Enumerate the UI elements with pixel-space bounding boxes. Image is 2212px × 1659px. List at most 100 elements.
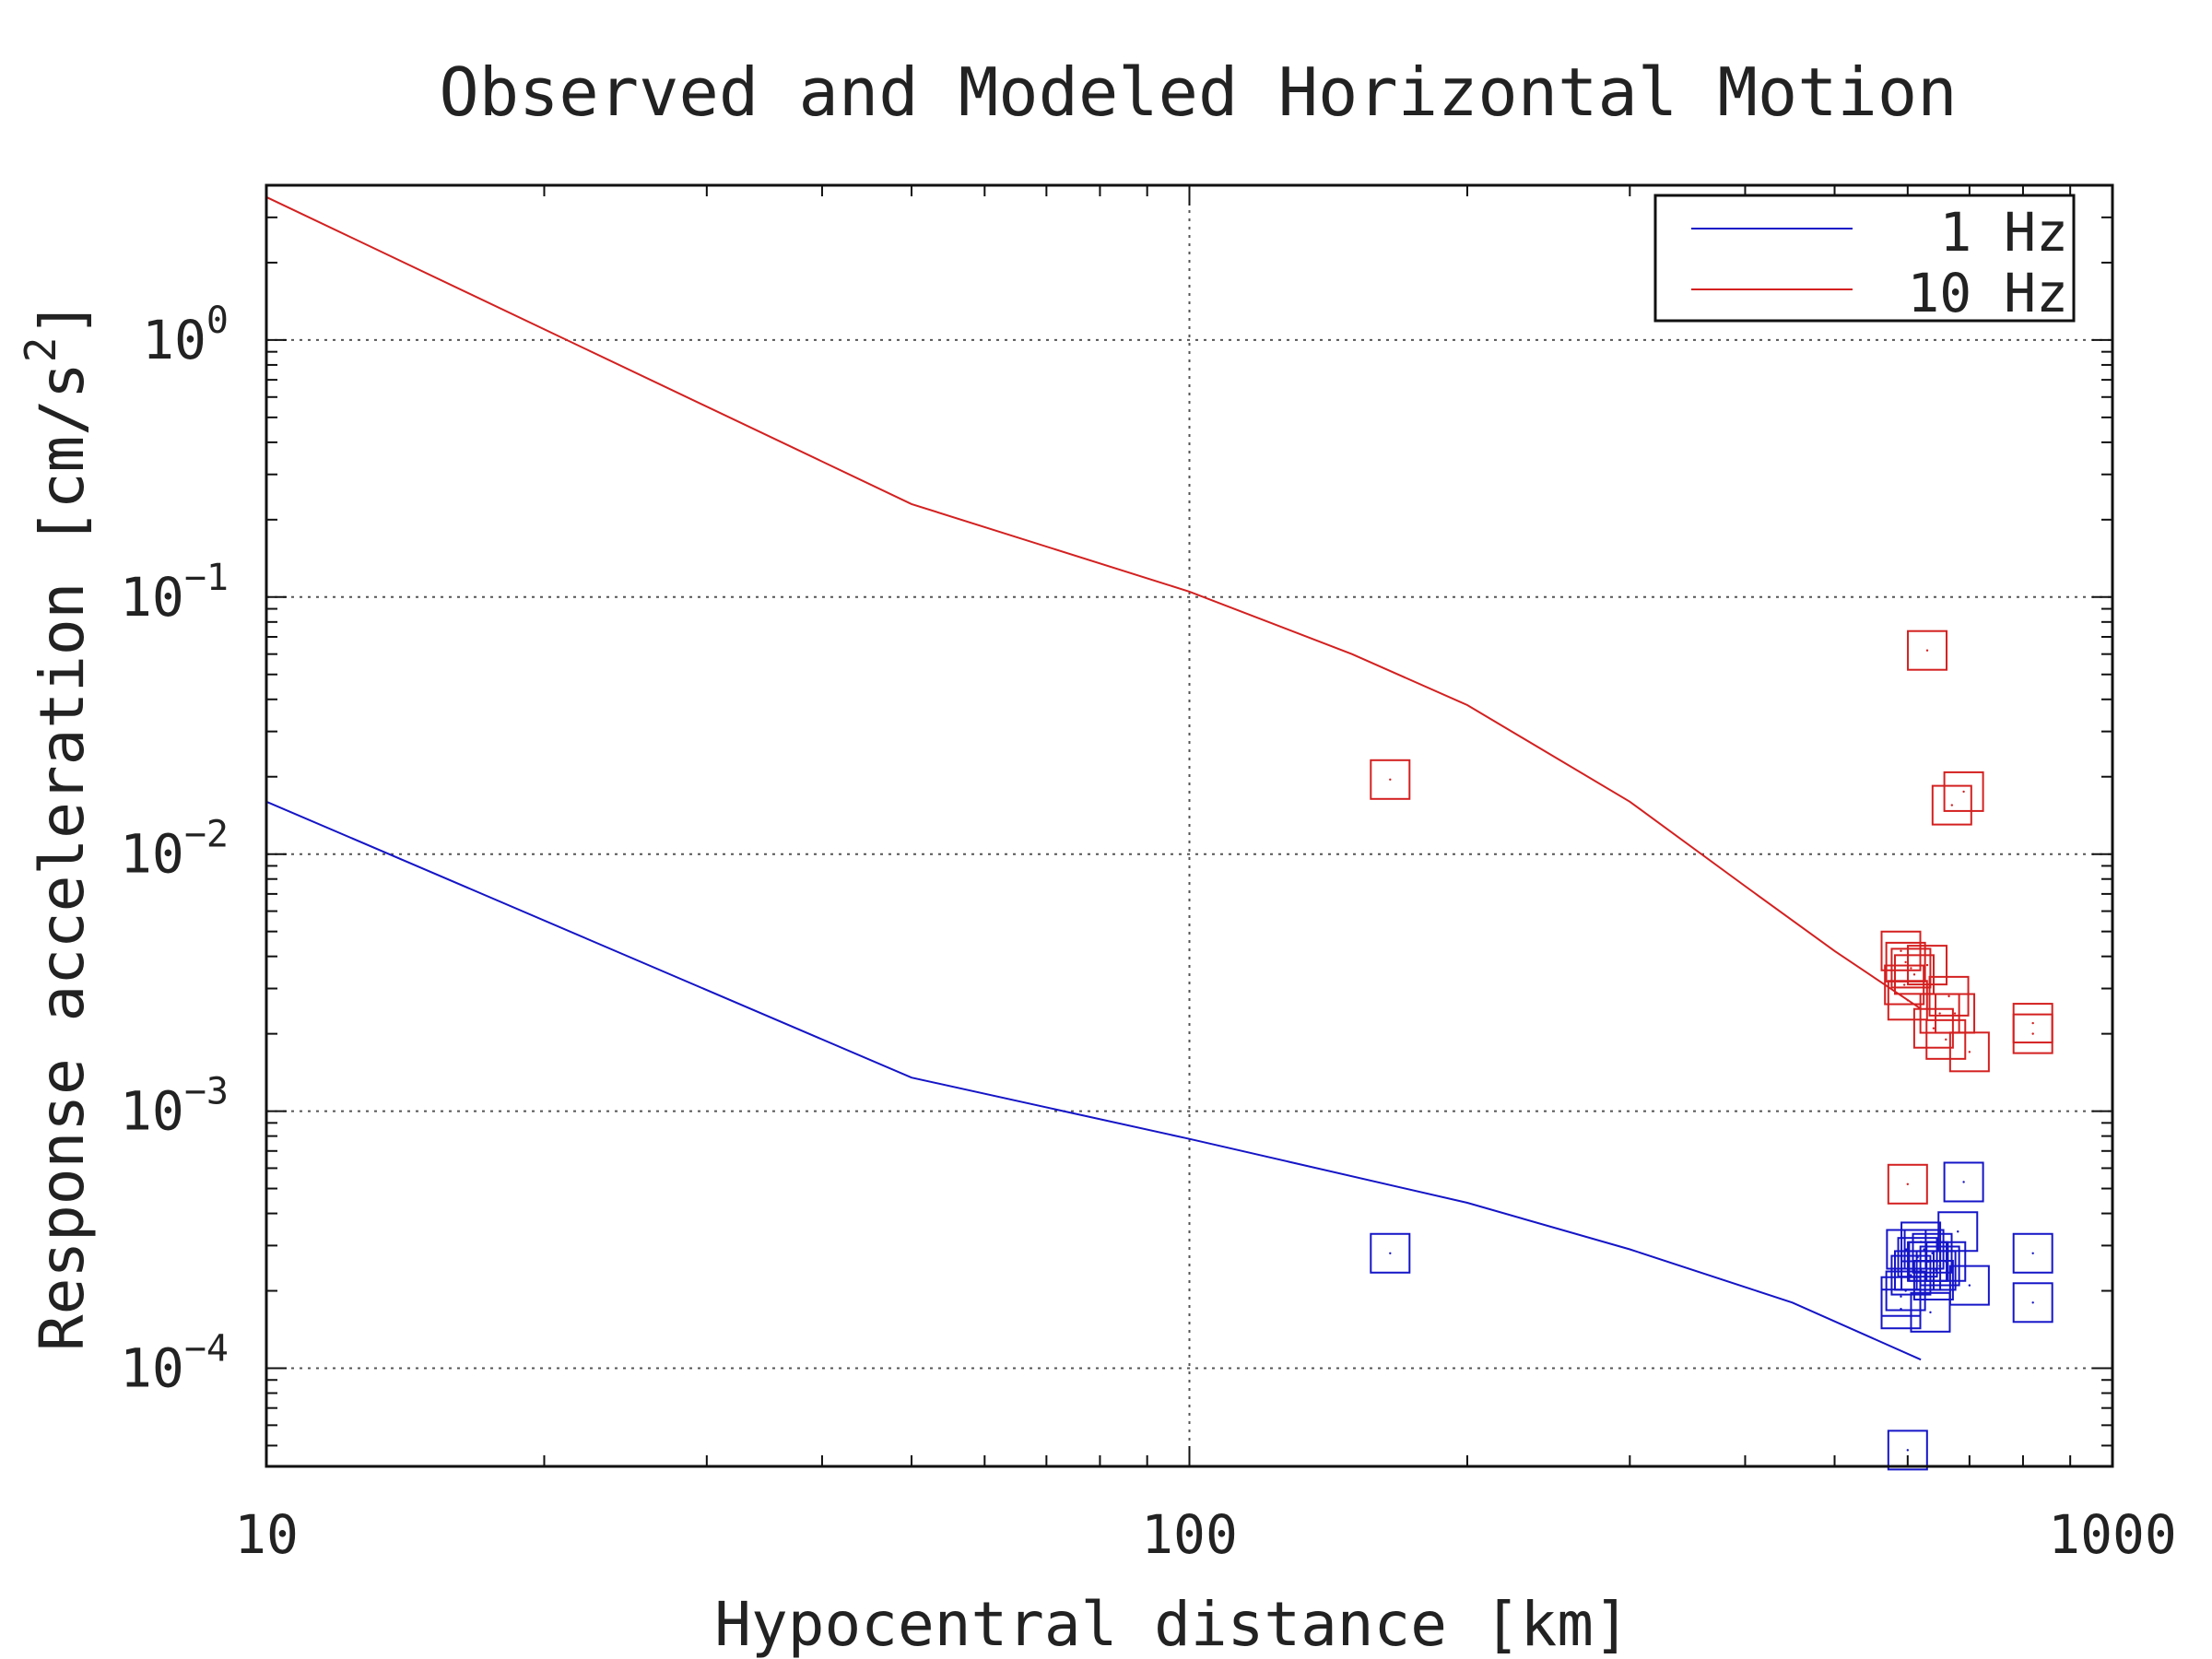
model-line-10hz (265, 195, 1922, 1010)
observed-point-center-1hz (1910, 1274, 1912, 1277)
observed-point-10hz (1912, 1007, 1954, 1049)
observed-point-center-10hz (1953, 1012, 1957, 1015)
observed-point-center-1hz (1927, 1260, 1930, 1263)
observed-point-center-10hz (1910, 967, 1912, 970)
observed-point-center-1hz (1923, 1248, 1925, 1251)
observed-point-center-10hz (1925, 649, 1929, 652)
y-axis-label-main: Response acceleration [cm/s (27, 362, 98, 1351)
observed-point-center-1hz (1900, 1308, 1902, 1311)
observed-point-10hz (1890, 947, 1932, 989)
observed-point-1hz (1943, 1161, 1984, 1203)
observed-point-1hz (1908, 1241, 1949, 1282)
observed-point-10hz (1907, 945, 1948, 986)
y-tick-label-base: 10 (142, 309, 206, 371)
observed-point-1hz (1903, 1229, 1945, 1270)
observed-point-center-10hz (1904, 960, 1907, 964)
observed-point-1hz (2012, 1282, 2053, 1324)
y-tick-label: 10−1 (120, 557, 229, 629)
y-tick-label: 10−3 (120, 1071, 229, 1143)
y-tick-label-exponent: −2 (184, 814, 229, 856)
observed-point-10hz (1943, 771, 1984, 812)
observed-point-center-1hz (1962, 1181, 1965, 1183)
observed-point-center-10hz (1906, 1182, 1910, 1185)
observed-point-center-10hz (1945, 1038, 1947, 1041)
observed-point-1hz (1370, 1232, 1411, 1274)
observed-point-center-10hz (1389, 778, 1392, 782)
y-axis-label-close: ] (27, 300, 98, 337)
gridlines (266, 185, 2112, 1466)
series-1hz (265, 800, 2053, 1471)
observed-point-center-10hz (1938, 1012, 1941, 1015)
observed-point-1hz (1910, 1291, 1951, 1333)
y-tick-label-base: 10 (120, 823, 184, 886)
observed-point-center-1hz (1929, 1311, 1932, 1314)
chart-title: Observed and Modeled Horizontal Motion (439, 53, 1957, 131)
y-tick-label-exponent: −3 (184, 1071, 229, 1113)
observed-point-1hz (1885, 1270, 1926, 1312)
y-tick-label-base: 10 (120, 1080, 184, 1143)
y-tick-label: 100 (142, 300, 229, 371)
observed-point-10hz (1919, 993, 1960, 1034)
observed-point-10hz (1370, 759, 1411, 800)
observed-point-1hz (1948, 1265, 1990, 1306)
x-tick-label: 100 (1141, 1503, 1238, 1566)
observed-point-10hz (1907, 629, 1948, 671)
observed-point-center-1hz (1900, 1295, 1902, 1298)
x-tick-label: 10 (234, 1503, 299, 1566)
y-tick-label: 10−2 (120, 814, 229, 886)
observed-point-10hz (1880, 930, 1922, 971)
observed-point-center-1hz (1968, 1284, 1971, 1287)
observed-point-center-10hz (1932, 1027, 1936, 1030)
observed-point-center-10hz (1925, 963, 1929, 967)
observed-point-center-10hz (1962, 790, 1965, 794)
y-tick-label-exponent: 0 (206, 300, 229, 342)
y-tick-label-base: 10 (120, 566, 184, 629)
legend-label-10hz: 10 Hz (1907, 262, 2068, 324)
observed-point-1hz (1937, 1211, 1979, 1253)
observed-point-center-1hz (2031, 1252, 2034, 1254)
observed-point-center-10hz (2031, 1021, 2034, 1025)
observed-point-center-1hz (1906, 1449, 1910, 1452)
y-tick-label: 10−4 (120, 1327, 229, 1399)
observed-point-center-10hz (1912, 973, 1916, 976)
observed-point-center-1hz (1389, 1252, 1392, 1254)
observed-point-center-1hz (1931, 1252, 1934, 1254)
x-tick-label: 1000 (2048, 1503, 2177, 1566)
plot-frame (265, 183, 2114, 1468)
observed-point-1hz (1887, 1430, 1928, 1471)
observed-point-center-1hz (1919, 1269, 1923, 1272)
y-tick-label-exponent: −1 (184, 557, 229, 599)
observed-point-1hz (1912, 1232, 1953, 1274)
legend-label-1hz: 1 Hz (1939, 201, 2068, 264)
x-axis-label: Hypocentral distance [km] (714, 1589, 1630, 1659)
observed-point-1hz (2012, 1232, 2053, 1274)
observed-point-center-10hz (1906, 999, 1910, 1002)
legend-box (1653, 194, 2076, 323)
x-tick-labels: 10 100 1000 (234, 1503, 2177, 1566)
series-layer (265, 195, 2053, 1471)
observed-point-center-1hz (1905, 1248, 1908, 1251)
axis-ticks (265, 184, 2112, 1466)
observed-point-10hz (2012, 1013, 2053, 1054)
observed-point-center-10hz (1900, 949, 1902, 952)
observed-point-10hz (1931, 784, 1972, 826)
observed-point-10hz (1887, 1163, 1928, 1205)
observed-point-center-10hz (1902, 983, 1906, 986)
observed-point-center-10hz (1950, 804, 1954, 806)
observed-point-10hz (1925, 1018, 1967, 1060)
y-axis-label-exponent: 2 (16, 337, 65, 363)
series-10hz (265, 195, 2053, 1205)
observed-point-center-10hz (2031, 1032, 2034, 1035)
observed-point-center-1hz (1935, 1269, 1937, 1272)
y-tick-label-exponent: −4 (184, 1327, 229, 1370)
y-axis-label: Response acceleration [cm/s2] (16, 300, 98, 1351)
observed-point-center-1hz (1957, 1230, 1959, 1233)
observed-point-10hz (1894, 954, 1936, 995)
observed-point-1hz (1915, 1250, 1957, 1291)
observed-point-center-10hz (1968, 1051, 1971, 1053)
observed-point-10hz (1948, 1031, 1990, 1073)
observed-point-center-1hz (2031, 1301, 2034, 1304)
y-tick-label-base: 10 (120, 1336, 184, 1399)
